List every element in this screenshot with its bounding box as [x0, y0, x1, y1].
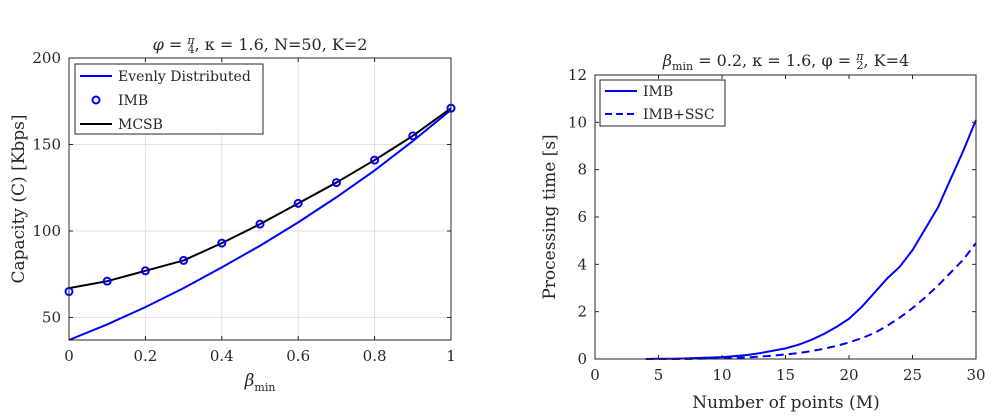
- x-tick-label: 15: [776, 366, 795, 384]
- y-tick-label: 50: [42, 309, 61, 327]
- legend-label-imb: IMB: [643, 84, 673, 100]
- x-tick-label: 0.8: [363, 347, 387, 365]
- legend-label-imb: IMB: [118, 93, 148, 109]
- y-tick-label: 150: [32, 136, 61, 154]
- data-point-imb: [102, 276, 112, 286]
- x-tick-label: 0.2: [133, 347, 157, 365]
- y-tick-label: 0: [577, 350, 587, 368]
- legend-swatch-imb: [91, 95, 101, 105]
- x-axis-label: Number of points (M): [692, 393, 879, 413]
- x-tick-label: 0: [64, 347, 74, 365]
- data-point-imb: [140, 266, 150, 276]
- data-point-imb: [370, 155, 380, 165]
- y-tick-label: 12: [568, 66, 587, 84]
- chart-title: βmin = 0.2, κ = 1.6, φ = π 2, K=4: [662, 50, 909, 73]
- legend-label-evenly: Evenly Distributed: [118, 69, 251, 85]
- y-tick-label: 100: [32, 222, 61, 240]
- y-tick-label: 2: [577, 303, 587, 321]
- x-tick-label: 10: [712, 366, 731, 384]
- tick-group: 0 5 10 15 20 25 30 0 2 4 6 8 10 12: [568, 66, 986, 384]
- series-line-evenly-distributed: [68, 109, 452, 341]
- y-tick-label: 8: [577, 161, 587, 179]
- y-tick-label: 200: [32, 49, 61, 67]
- series-line-mcsb: [68, 107, 452, 290]
- data-point-imb: [293, 198, 303, 208]
- data-point-imb: [179, 255, 189, 265]
- data-point-imb: [331, 178, 341, 188]
- y-axis-label: Processing time [s]: [540, 134, 560, 299]
- plot-frame: [68, 57, 452, 341]
- chart-title: φ = π 4, κ = 1.6, N=50, K=2: [153, 34, 368, 56]
- data-point-imb: [255, 219, 265, 229]
- series-group: [64, 103, 456, 341]
- legend-label-mcsb: MCSB: [118, 117, 163, 133]
- legend-box: [599, 79, 726, 127]
- legend: Evenly Distributed IMB MCSB: [74, 63, 264, 135]
- y-tick-label: 6: [577, 208, 587, 226]
- x-tick-label: 0.4: [210, 347, 234, 365]
- x-tick-label: 25: [903, 366, 922, 384]
- x-tick-label: 0: [590, 366, 600, 384]
- x-tick-label: 1: [446, 347, 456, 365]
- y-axis-label: Capacity (C) [Kbps]: [9, 114, 29, 283]
- x-tick-label: 20: [839, 366, 858, 384]
- x-axis-label: βmin: [244, 371, 276, 394]
- y-tick-label: 10: [568, 113, 587, 131]
- data-point-imb: [408, 131, 418, 141]
- x-tick-label: 0.6: [286, 347, 310, 365]
- x-tick-label: 30: [966, 366, 985, 384]
- legend-label-imb-ssc: IMB+SSC: [643, 107, 715, 123]
- data-point-imb: [217, 238, 227, 248]
- processing-time-chart: 0 5 10 15 20 25 30 0 2 4 6 8 10 12 βmin = 0.2, κ = 1.…: [540, 50, 986, 413]
- y-tick-label: 4: [577, 255, 587, 273]
- legend: IMB IMB+SSC: [599, 79, 726, 127]
- x-tick-label: 5: [654, 366, 664, 384]
